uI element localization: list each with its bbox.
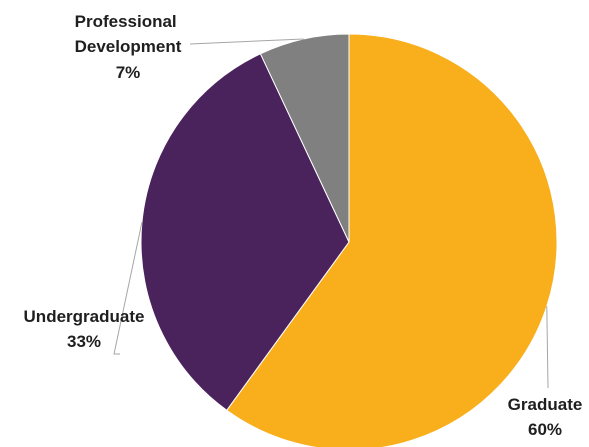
slice-label-professional-development: Professional Development	[75, 12, 182, 56]
pie-slices	[140, 33, 558, 447]
leader-line-graduate	[546, 306, 549, 389]
slice-value-undergraduate: 33%	[67, 332, 101, 351]
leader-line-undergraduate	[113, 222, 143, 355]
slice-label-undergraduate: Undergraduate	[24, 307, 145, 326]
slice-label-graduate: Graduate	[508, 395, 583, 414]
slice-value-professional-development: 7%	[116, 63, 141, 82]
leader-lines	[113, 38, 549, 389]
slice-value-graduate: 60%	[528, 420, 562, 439]
leader-line-professional-development	[189, 38, 304, 45]
pie-slice-graduate	[226, 33, 558, 447]
pie-slice-professional-development	[259, 33, 350, 243]
